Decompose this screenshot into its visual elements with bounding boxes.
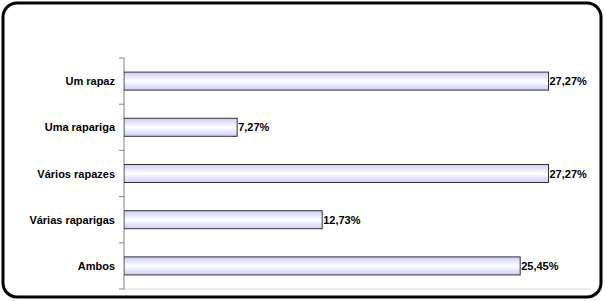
category-label: Vários rapazes	[37, 168, 115, 180]
x-range-line	[124, 289, 591, 290]
frame	[3, 3, 601, 297]
data-label: 27,27%	[550, 168, 588, 180]
chart: Um rapaz 27,27% Uma rapariga 7,27% Vários ra…	[0, 0, 605, 301]
y-tick	[119, 58, 124, 59]
bar	[124, 165, 549, 183]
category-label: Ambos	[78, 260, 115, 272]
data-label: 27,27%	[550, 75, 588, 87]
y-tick	[119, 242, 124, 243]
category-label: Uma rapariga	[45, 121, 116, 133]
bar	[124, 72, 549, 90]
y-tick	[119, 150, 124, 151]
data-label: 25,45%	[521, 260, 559, 272]
data-label: 12,73%	[323, 214, 361, 226]
data-label: 7,27%	[238, 121, 269, 133]
category-label: Um rapaz	[65, 75, 115, 87]
y-tick	[119, 104, 124, 105]
bar	[124, 257, 520, 275]
bars	[124, 72, 549, 275]
y-tick	[119, 289, 124, 290]
category-label: Várias raparigas	[29, 214, 115, 226]
bar	[124, 211, 322, 229]
y-tick	[119, 196, 124, 197]
bar	[124, 118, 237, 136]
